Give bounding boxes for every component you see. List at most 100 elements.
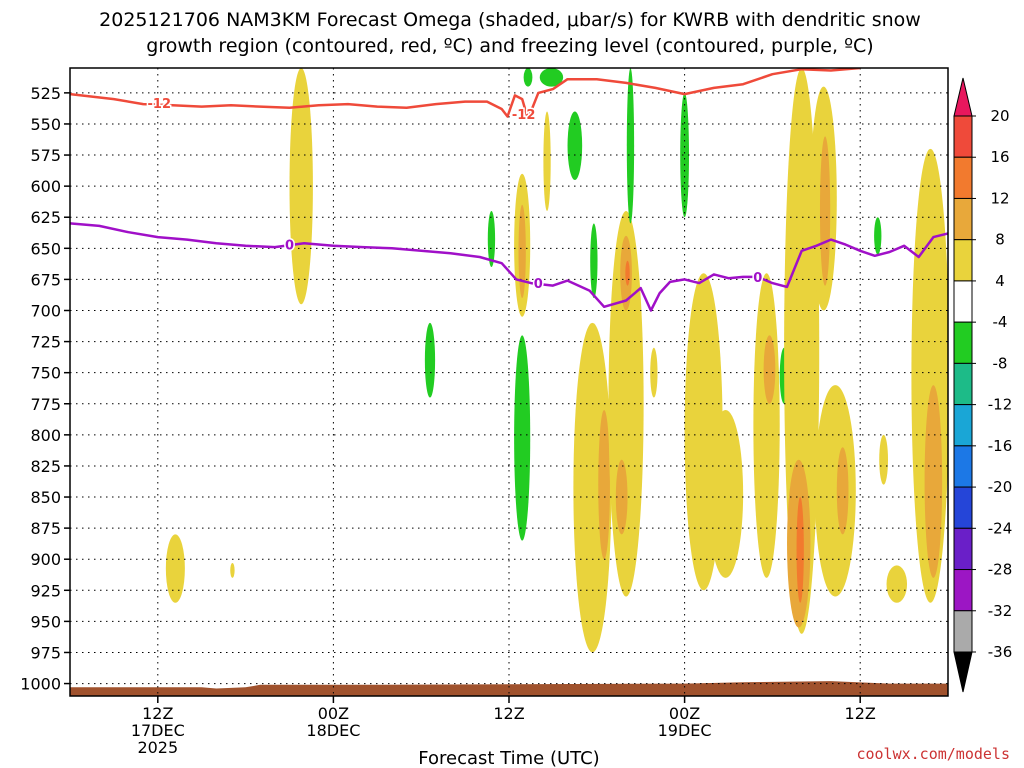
x-tick-label: 19DEC — [658, 721, 712, 740]
y-tick-label: 775 — [30, 395, 61, 414]
y-tick-label: 525 — [30, 84, 61, 103]
y-tick-label: 950 — [30, 612, 61, 631]
y-tick-label: 875 — [30, 519, 61, 538]
colorbar-box — [953, 362, 973, 406]
omega-region — [523, 68, 533, 87]
colorbar-label: -4 — [993, 313, 1008, 331]
omega-region — [886, 565, 908, 603]
y-tick-label: 850 — [30, 488, 61, 507]
contour-label-layer: -12 -12 0 0 0 — [146, 95, 764, 293]
y-tick-label: 725 — [30, 333, 61, 352]
contour-label: -12 — [512, 108, 536, 123]
y-tick-label: 625 — [30, 208, 61, 227]
omega-region — [543, 111, 551, 212]
omega-region — [626, 68, 635, 224]
y-tick-label: 925 — [30, 581, 61, 600]
x-tick-label: 12Z — [493, 704, 524, 723]
y-axis-ticks: 525 550 575 600 625 650 675 700 725 750 775 800 825 8… — [20, 84, 70, 694]
omega-shading-layer — [165, 68, 948, 653]
chart-title-line-1: 2025121706 NAM3KM Forecast Omega (shaded… — [99, 9, 921, 31]
freezing-level-line — [70, 222, 948, 312]
colorbar-box — [953, 280, 973, 323]
omega-region — [598, 409, 610, 560]
y-tick-label: 975 — [30, 643, 61, 662]
omega-region — [424, 322, 436, 398]
contour-layer — [70, 68, 948, 312]
omega-region — [539, 68, 564, 87]
colorbar-box — [953, 404, 973, 447]
colorbar-label: -8 — [993, 354, 1008, 372]
omega-region — [487, 211, 496, 267]
omega-region — [573, 322, 612, 653]
colorbar-box — [953, 239, 973, 282]
omega-region — [650, 347, 658, 398]
omega-region — [879, 434, 889, 485]
contour-label: -12 — [148, 97, 172, 112]
y-tick-label: 575 — [30, 146, 61, 165]
x-tick-label: 12Z — [845, 704, 876, 723]
colorbar-box — [953, 156, 973, 199]
y-tick-label: 600 — [30, 177, 61, 196]
colorbar-top-triangle — [953, 77, 973, 117]
contour-label: 0 — [534, 277, 543, 292]
colorbar-box — [953, 527, 973, 571]
omega-region — [874, 217, 882, 255]
y-tick-label: 675 — [30, 270, 61, 289]
y-tick-label: 550 — [30, 115, 61, 134]
x-tick-label: 17DEC — [131, 721, 185, 740]
omega-region — [924, 385, 943, 578]
omega-region — [567, 111, 583, 180]
colorbar-label: -16 — [988, 437, 1013, 455]
x-tick-label: 12Z — [142, 704, 173, 723]
omega-region — [796, 497, 804, 603]
omega-region — [680, 92, 689, 218]
colorbar-box — [953, 321, 973, 364]
colorbar-label: -24 — [988, 519, 1013, 537]
omega-region — [615, 459, 628, 535]
omega-region — [230, 562, 235, 578]
terrain-band — [70, 681, 948, 696]
y-tick-label: 1000 — [20, 675, 61, 694]
colorbar-box — [953, 486, 973, 529]
colorbar-label: 4 — [995, 272, 1005, 290]
omega-region — [625, 260, 630, 286]
x-axis-label: Forecast Time (UTC) — [418, 748, 599, 768]
omega-region — [518, 204, 526, 299]
colorbar-label: 12 — [990, 189, 1009, 207]
contour-label: 0 — [753, 271, 762, 286]
colorbar-box — [953, 115, 973, 158]
colorbar-label: 8 — [995, 231, 1005, 249]
y-tick-label: 800 — [30, 426, 61, 445]
colorbar-label: -36 — [988, 643, 1013, 661]
grid-layer — [70, 68, 948, 696]
y-tick-label: 650 — [30, 239, 61, 258]
colorbar-label: 16 — [990, 148, 1009, 166]
omega-region — [165, 534, 185, 603]
omega-region — [836, 447, 849, 535]
omega-region — [514, 335, 531, 541]
colorbar-box — [953, 569, 973, 612]
x-tick-label: 00Z — [669, 704, 700, 723]
credit-text: coolwx.com/models — [856, 745, 1010, 763]
colorbar-label: -20 — [988, 478, 1013, 496]
y-tick-label: 750 — [30, 364, 61, 383]
omega-region — [763, 335, 776, 404]
omega-region — [753, 273, 780, 578]
colorbar-label: -32 — [988, 602, 1013, 620]
colorbar: 20 16 12 8 4 -4 -8 -12 -16 -20 -24 -28 -32 -36 — [953, 77, 1013, 693]
colorbar-box — [953, 610, 973, 653]
contour-label: 0 — [285, 239, 294, 254]
dgz-isotherm-line — [70, 68, 861, 121]
omega-region — [814, 385, 856, 597]
colorbar-box — [953, 445, 973, 488]
colorbar-label: -28 — [988, 561, 1013, 579]
colorbar-bottom-triangle — [953, 651, 973, 693]
x-tick-label: 00Z — [318, 704, 349, 723]
chart-title-line-2: growth region (contoured, red, ºC) and f… — [146, 35, 873, 57]
omega-region — [708, 409, 744, 578]
x-tick-label: 2025 — [137, 738, 178, 757]
omega-region — [819, 136, 831, 286]
terrain-layer — [70, 681, 948, 696]
x-tick-label: 18DEC — [306, 721, 360, 740]
